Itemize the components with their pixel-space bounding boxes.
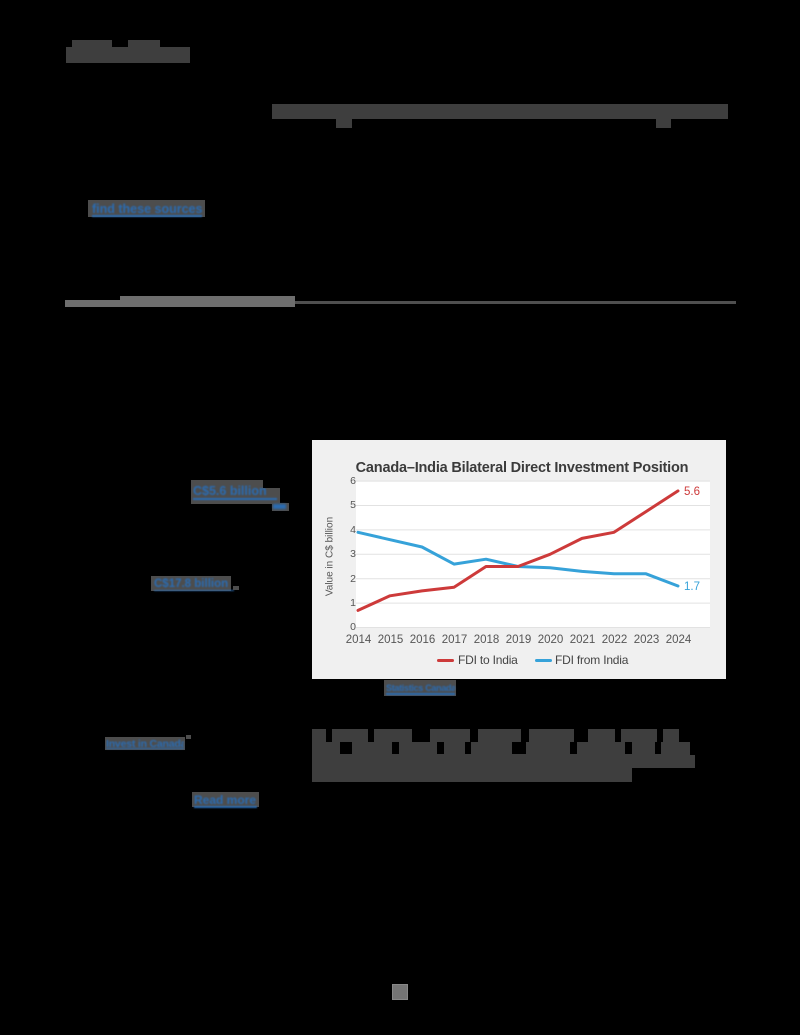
svg-text:5.6: 5.6 [684, 486, 700, 498]
svg-text:1.7: 1.7 [684, 581, 700, 593]
